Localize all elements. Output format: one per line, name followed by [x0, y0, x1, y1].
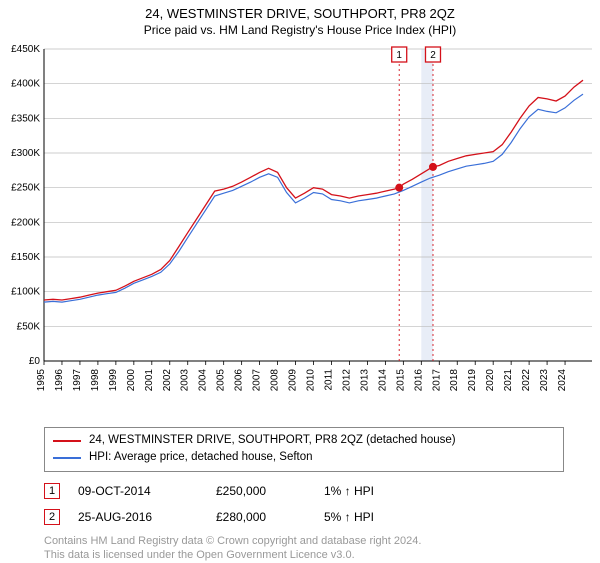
svg-text:£400K: £400K	[11, 79, 40, 90]
svg-text:2011: 2011	[323, 369, 334, 391]
sale-hpi: 5% ↑ HPI	[324, 510, 374, 524]
legend: 24, WESTMINSTER DRIVE, SOUTHPORT, PR8 2Q…	[44, 427, 564, 472]
svg-text:2022: 2022	[521, 369, 532, 392]
sale-hpi: 1% ↑ HPI	[324, 484, 374, 498]
sale-badge: 1	[44, 483, 60, 499]
svg-text:2016: 2016	[413, 369, 424, 392]
svg-text:£250K: £250K	[11, 183, 40, 194]
svg-text:2020: 2020	[485, 369, 496, 392]
svg-text:2008: 2008	[270, 369, 281, 392]
footer-line-2: This data is licensed under the Open Gov…	[44, 548, 564, 563]
svg-text:2017: 2017	[431, 369, 442, 392]
svg-text:£150K: £150K	[11, 252, 40, 263]
svg-text:2019: 2019	[467, 369, 478, 392]
svg-text:2015: 2015	[395, 369, 406, 392]
sale-date: 25-AUG-2016	[78, 510, 198, 524]
chart: £0 £50K £100K £150K £200K £250K £300K £350K £400…	[0, 41, 600, 421]
svg-text:2007: 2007	[252, 369, 263, 392]
svg-text:1998: 1998	[90, 369, 101, 392]
svg-text:£350K: £350K	[11, 113, 40, 124]
svg-text:£100K: £100K	[11, 287, 40, 298]
svg-text:£450K: £450K	[11, 44, 40, 55]
svg-text:£50K: £50K	[17, 321, 41, 332]
svg-text:2004: 2004	[198, 369, 209, 392]
sales-table: 1 09-OCT-2014 £250,000 1% ↑ HPI 2 25-AUG-2016…	[44, 480, 600, 528]
svg-text:2014: 2014	[377, 369, 388, 392]
svg-text:£200K: £200K	[11, 217, 40, 228]
svg-text:2023: 2023	[539, 369, 550, 392]
sale-price: £280,000	[216, 510, 306, 524]
sale-date: 09-OCT-2014	[78, 484, 198, 498]
sale-row: 1 09-OCT-2014 £250,000 1% ↑ HPI	[44, 480, 600, 502]
svg-text:1996: 1996	[54, 369, 65, 392]
legend-swatch	[53, 457, 81, 459]
svg-text:£0: £0	[29, 356, 41, 367]
svg-text:2018: 2018	[449, 369, 460, 392]
svg-text:2012: 2012	[341, 369, 352, 392]
svg-text:1: 1	[396, 50, 402, 61]
footer: Contains HM Land Registry data © Crown c…	[44, 534, 564, 563]
svg-text:1999: 1999	[108, 369, 119, 392]
svg-text:1997: 1997	[72, 369, 83, 392]
svg-text:1995: 1995	[36, 369, 47, 392]
svg-text:2002: 2002	[162, 369, 173, 392]
legend-label: 24, WESTMINSTER DRIVE, SOUTHPORT, PR8 2Q…	[89, 432, 456, 449]
svg-text:2001: 2001	[144, 369, 155, 392]
svg-text:2: 2	[430, 50, 436, 61]
svg-text:2024: 2024	[557, 369, 568, 392]
sale-row: 2 25-AUG-2016 £280,000 5% ↑ HPI	[44, 506, 600, 528]
svg-text:2006: 2006	[234, 369, 245, 392]
sale-price: £250,000	[216, 484, 306, 498]
footer-line-1: Contains HM Land Registry data © Crown c…	[44, 534, 564, 549]
svg-text:2013: 2013	[359, 369, 370, 392]
legend-item: 24, WESTMINSTER DRIVE, SOUTHPORT, PR8 2Q…	[53, 432, 555, 449]
sale-badge: 2	[44, 509, 60, 525]
svg-text:2005: 2005	[216, 369, 227, 392]
chart-subtitle: Price paid vs. HM Land Registry's House …	[0, 21, 600, 41]
svg-text:2009: 2009	[288, 369, 299, 392]
chart-svg: £0 £50K £100K £150K £200K £250K £300K £350K £400…	[0, 41, 600, 421]
svg-text:2021: 2021	[503, 369, 514, 392]
legend-item: HPI: Average price, detached house, Seft…	[53, 449, 555, 466]
page: 24, WESTMINSTER DRIVE, SOUTHPORT, PR8 2Q…	[0, 0, 600, 560]
svg-text:2010: 2010	[306, 369, 317, 392]
svg-text:2003: 2003	[180, 369, 191, 392]
legend-swatch	[53, 440, 81, 442]
chart-title: 24, WESTMINSTER DRIVE, SOUTHPORT, PR8 2Q…	[0, 0, 600, 21]
svg-text:2000: 2000	[126, 369, 137, 392]
svg-text:£300K: £300K	[11, 148, 40, 159]
legend-label: HPI: Average price, detached house, Seft…	[89, 449, 313, 466]
